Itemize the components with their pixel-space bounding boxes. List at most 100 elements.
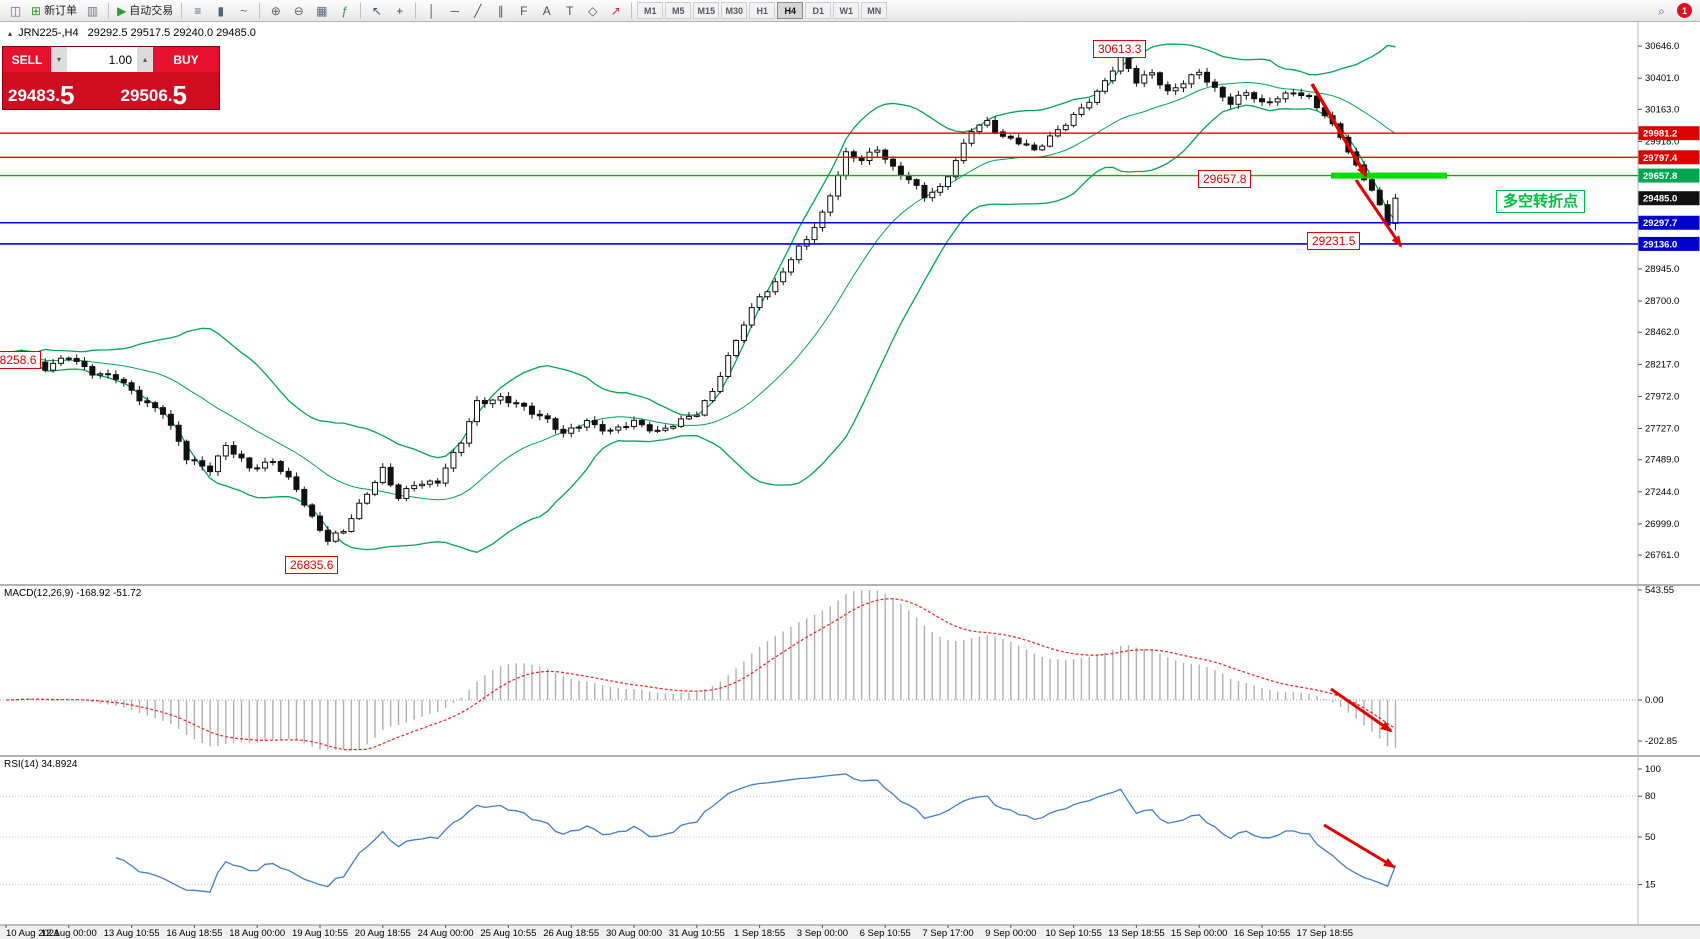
line-chart-button[interactable]: ~ bbox=[233, 1, 254, 20]
volume-input[interactable]: 1.00 bbox=[67, 47, 137, 72]
volume-decrease-button[interactable]: ▾ bbox=[51, 47, 67, 72]
price-axis[interactable]: 30646.0 30401.0 30163.0 29918.0 28945.0 28700… bbox=[1638, 41, 1700, 891]
notification-badge[interactable]: 1 bbox=[1677, 3, 1692, 18]
svg-text:28700.0: 28700.0 bbox=[1645, 296, 1679, 307]
sell-button[interactable]: SELL bbox=[3, 47, 51, 72]
svg-text:7 Sep 17:00: 7 Sep 17:00 bbox=[922, 928, 973, 939]
timeframe-m30-button[interactable]: M30 bbox=[721, 2, 748, 19]
axis-badge-29657.8 bbox=[1638, 168, 1700, 183]
buy-button[interactable]: BUY bbox=[153, 47, 219, 72]
svg-text:19 Aug 10:55: 19 Aug 10:55 bbox=[292, 928, 348, 939]
svg-text:13 Sep 18:55: 13 Sep 18:55 bbox=[1108, 928, 1165, 939]
fibonacci-button[interactable]: F bbox=[513, 1, 534, 20]
svg-text:26999.0: 26999.0 bbox=[1645, 519, 1679, 530]
timeframe-d1-button[interactable]: D1 bbox=[805, 2, 832, 19]
timeframe-w1-button[interactable]: W1 bbox=[833, 2, 860, 19]
search-icon[interactable]: ⌕ bbox=[1651, 1, 1672, 20]
crosshair-button[interactable]: + bbox=[389, 1, 410, 20]
annotation-note-text[interactable]: 多空转折点 bbox=[1496, 190, 1586, 213]
new-chart-button[interactable]: ◫ bbox=[5, 1, 26, 20]
zoom-out-button[interactable]: ⊖ bbox=[288, 1, 309, 20]
tile-windows-icon: ▦ bbox=[316, 3, 328, 18]
zoom-in-icon: ⊕ bbox=[270, 3, 281, 18]
svg-text:29297.7: 29297.7 bbox=[1643, 218, 1677, 229]
auto-trading-label: 自动交易 bbox=[129, 4, 174, 17]
toolbar-separator bbox=[360, 2, 362, 19]
axis-badge-29797.4 bbox=[1638, 150, 1700, 165]
auto-trading-button[interactable]: ▶ 自动交易 bbox=[114, 1, 176, 20]
svg-text:16 Sep 10:55: 16 Sep 10:55 bbox=[1234, 928, 1291, 939]
text-icon: A bbox=[542, 3, 551, 18]
label-icon: T bbox=[566, 3, 574, 18]
svg-text:18 Aug 00:00: 18 Aug 00:00 bbox=[229, 928, 285, 939]
svg-text:80: 80 bbox=[1645, 791, 1656, 802]
annotation-high-price[interactable]: 30613.3 bbox=[1093, 40, 1147, 58]
svg-text:28217.0: 28217.0 bbox=[1645, 359, 1679, 370]
channel-button[interactable]: ∥ bbox=[490, 1, 511, 20]
fibonacci-icon: F bbox=[520, 3, 528, 18]
bars-chart-icon: ≡ bbox=[194, 3, 202, 18]
zoom-in-button[interactable]: ⊕ bbox=[265, 1, 286, 20]
svg-text:13 Aug 10:55: 13 Aug 10:55 bbox=[104, 928, 160, 939]
sell-price-main: 29483. bbox=[8, 86, 60, 105]
tile-windows-button[interactable]: ▦ bbox=[311, 1, 332, 20]
timeframe-m1-button[interactable]: M1 bbox=[637, 2, 664, 19]
trendline-button[interactable]: ╱ bbox=[467, 1, 488, 20]
sell-price-button[interactable]: 29483. 5 bbox=[3, 72, 107, 109]
timeframe-m15-button[interactable]: M15 bbox=[693, 2, 720, 19]
new-chart-icon: ◫ bbox=[9, 3, 22, 18]
svg-text:9 Sep 00:00: 9 Sep 00:00 bbox=[985, 928, 1036, 939]
annotation-low-price[interactable]: 26835.6 bbox=[285, 556, 339, 574]
auto-trading-icon: ▶ bbox=[117, 3, 127, 18]
shapes-button[interactable]: ◇ bbox=[582, 1, 603, 20]
svg-text:29981.2: 29981.2 bbox=[1643, 129, 1677, 140]
svg-text:15 Sep 00:00: 15 Sep 00:00 bbox=[1171, 928, 1228, 939]
horizontal-line-icon: ─ bbox=[450, 3, 460, 18]
volume-increase-button[interactable]: ▴ bbox=[137, 47, 153, 72]
timeframe-h4-button[interactable]: H4 bbox=[777, 2, 804, 19]
axis-badge-29136.0 bbox=[1638, 236, 1700, 251]
svg-text:20 Aug 18:55: 20 Aug 18:55 bbox=[355, 928, 411, 939]
svg-text:24 Aug 00:00: 24 Aug 00:00 bbox=[418, 928, 474, 939]
text-button[interactable]: A bbox=[536, 1, 557, 20]
annotation-recent-low-price[interactable]: 29231.5 bbox=[1307, 232, 1361, 250]
svg-text:30646.0: 30646.0 bbox=[1645, 41, 1679, 52]
svg-text:28945.0: 28945.0 bbox=[1645, 264, 1679, 275]
line-chart-icon: ~ bbox=[240, 3, 248, 18]
timeframe-m5-button[interactable]: M5 bbox=[665, 2, 692, 19]
main-pane bbox=[5, 43, 1396, 553]
new-order-button[interactable]: ⊞ 新订单 bbox=[28, 1, 80, 20]
candle-chart-button[interactable]: ▮ bbox=[210, 1, 231, 20]
trendline-icon: ╱ bbox=[474, 3, 482, 18]
profiles-icon: ▥ bbox=[86, 3, 99, 18]
cursor-button[interactable]: ↖ bbox=[366, 1, 387, 20]
axis-badge-29297.7 bbox=[1638, 215, 1700, 230]
arrow-tool-button[interactable]: ↗ bbox=[605, 1, 626, 20]
timeframe-h1-button[interactable]: H1 bbox=[749, 2, 776, 19]
svg-text:27244.0: 27244.0 bbox=[1645, 487, 1679, 498]
annotation-left-price[interactable]: 28258.6 bbox=[0, 351, 42, 369]
svg-text:1 Sep 18:55: 1 Sep 18:55 bbox=[734, 928, 785, 939]
candle-chart-icon: ▮ bbox=[217, 3, 225, 18]
svg-text:17 Sep 18:55: 17 Sep 18:55 bbox=[1297, 928, 1354, 939]
label-button[interactable]: T bbox=[559, 1, 580, 20]
horizontal-line-button[interactable]: ─ bbox=[444, 1, 465, 20]
buy-price-button[interactable]: 29506. 5 bbox=[107, 72, 220, 109]
indicators-button[interactable]: ƒ bbox=[334, 1, 355, 20]
annotation-pivot-price[interactable]: 29657.8 bbox=[1198, 170, 1252, 188]
symbol-ohlc-header: ▴ JRN225-,H4 29292.5 29517.5 29240.0 294… bbox=[8, 27, 256, 39]
bars-chart-button[interactable]: ≡ bbox=[187, 1, 208, 20]
red-arrow-1 bbox=[1310, 83, 1368, 178]
timeframe-mn-button[interactable]: MN bbox=[861, 2, 888, 19]
svg-text:25 Aug 10:55: 25 Aug 10:55 bbox=[480, 928, 536, 939]
svg-text:30401.0: 30401.0 bbox=[1645, 73, 1679, 84]
svg-text:6 Sep 10:55: 6 Sep 10:55 bbox=[860, 928, 911, 939]
vertical-line-button[interactable]: │ bbox=[421, 1, 442, 20]
rsi-pane bbox=[0, 773, 1638, 893]
svg-text:-202.85: -202.85 bbox=[1645, 736, 1677, 747]
svg-text:16 Aug 18:55: 16 Aug 18:55 bbox=[166, 928, 222, 939]
toolbar-separator bbox=[181, 2, 183, 19]
profiles-button[interactable]: ▥ bbox=[82, 1, 103, 20]
